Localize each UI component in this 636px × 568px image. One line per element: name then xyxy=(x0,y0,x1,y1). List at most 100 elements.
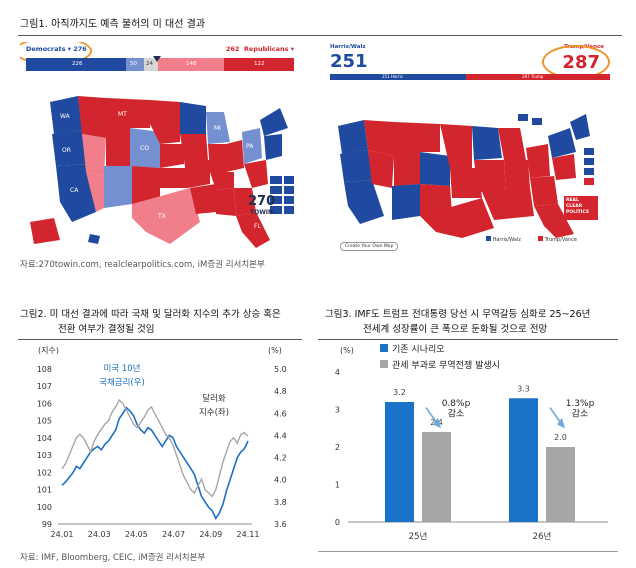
bar-dem xyxy=(26,58,126,71)
bar xyxy=(422,432,451,522)
center-marker-icon xyxy=(153,56,161,62)
figure3-title-rule xyxy=(318,339,618,340)
series-label-dollar-line2: 지수(좌) xyxy=(199,408,229,418)
bar-seg-3: 24 xyxy=(146,61,153,67)
right-tick-label: 3.8 xyxy=(274,498,287,507)
figure3-title-line2: 전세계 성장률이 큰 폭으로 둔화될 것으로 전망 xyxy=(363,324,548,335)
series-label-treasury-line2: 국채금리(우) xyxy=(99,377,145,388)
state-shape xyxy=(236,212,270,248)
decline-arrow-head xyxy=(557,417,565,429)
left-tick-label: 102 xyxy=(37,468,52,477)
state-shape xyxy=(106,98,150,128)
legend-swatch xyxy=(380,344,388,352)
brand-270: 270 xyxy=(248,194,276,209)
legend-trump: Trump/Vance xyxy=(538,236,577,243)
y-tick-label: 0 xyxy=(335,518,340,527)
state-label: CA xyxy=(70,187,79,194)
state-shape xyxy=(440,124,472,168)
left-tick-label: 104 xyxy=(37,434,52,443)
state-shape xyxy=(420,198,494,238)
figure3-bottom-rule xyxy=(318,551,618,552)
right-tick-label: 5.0 xyxy=(274,365,287,374)
rcp-brand: REAL CLEAR POLITICS xyxy=(566,198,590,215)
small-state-boxes xyxy=(518,114,594,185)
y-tick-label: 3 xyxy=(335,406,340,415)
state-shape xyxy=(504,160,530,192)
rep-total: 262 xyxy=(225,45,240,53)
rep-label: 262 Republicans ▾ xyxy=(225,45,294,53)
left-tick-label: 99 xyxy=(42,520,52,529)
state-label: TX xyxy=(157,213,166,220)
figure3-title-line1: 그림3. IMF도 트럼프 전대통령 당선 시 무역갈등 심화로 25~26년 xyxy=(325,309,591,320)
state-shape xyxy=(50,96,82,134)
state-shape xyxy=(104,166,132,208)
state-label: OR xyxy=(62,147,71,154)
bar xyxy=(385,402,414,522)
state-shape xyxy=(530,176,558,206)
state-shape xyxy=(420,152,450,186)
decline-annotation-line1: 0.8%p xyxy=(442,399,471,409)
map-270towin: Democrats ▾ 276 262 Republicans ▾ 226 50… xyxy=(20,42,300,252)
figure2-title-line2: 전환 여부가 결정될 것임 xyxy=(58,324,155,335)
series-label-dollar-line1: 달러화 xyxy=(202,393,226,404)
create-map-button[interactable]: Create Your Own Map xyxy=(340,242,399,251)
bar-seg-5: 122 xyxy=(254,61,265,67)
y-tick-label: 4 xyxy=(335,368,340,377)
state-shape xyxy=(210,172,234,190)
y-tick-label: 2 xyxy=(335,443,340,452)
state-shape xyxy=(526,144,550,178)
bar-seg-1: 226 xyxy=(72,61,83,67)
state-label: CO xyxy=(140,145,149,152)
x-tick-label: 24.07 xyxy=(162,530,185,539)
map-realclearpolitics: Harris/Walz 251 Trump/Vance 287 251 Harr… xyxy=(322,42,618,252)
figure2-title-line1: 그림2. 미 대선 결과에 따라 국채 및 달러화 지수의 추가 상승 혹은 xyxy=(20,309,281,320)
x-tick-label: 24.01 xyxy=(51,530,74,539)
right-tick-label: 4.8 xyxy=(274,387,287,396)
right-tick-label: 4.4 xyxy=(274,431,287,440)
state-shape xyxy=(184,160,210,188)
state-shape xyxy=(534,204,574,238)
state-shape xyxy=(394,152,420,186)
state-shape xyxy=(394,122,440,152)
harris-total: 251 xyxy=(330,51,368,72)
left-tick-label: 108 xyxy=(37,365,52,374)
decline-annotation-line2: 감소 xyxy=(448,407,465,419)
bar-value-label: 3.3 xyxy=(517,384,530,393)
brand-270-sub: TOWIN xyxy=(250,209,274,216)
state-shape xyxy=(234,188,256,216)
figure1-title: 그림1. 아직까지도 예측 불허의 미 대선 결과 xyxy=(20,19,206,30)
state-shape xyxy=(344,180,384,224)
x-tick-label: 24.03 xyxy=(88,530,111,539)
state-shape xyxy=(82,134,106,176)
state-shape xyxy=(132,188,200,244)
state-shape xyxy=(570,114,590,140)
state-shape xyxy=(482,188,534,220)
left-tick-label: 105 xyxy=(37,417,52,426)
left-tick-label: 100 xyxy=(37,503,52,512)
left-tick-label: 103 xyxy=(37,451,52,460)
state-shape xyxy=(88,234,100,244)
series-line-dollar-index xyxy=(61,398,249,498)
bar xyxy=(509,398,538,522)
rcp-logo-box xyxy=(564,196,598,220)
state-shape xyxy=(264,134,282,160)
left-tick-label: 107 xyxy=(37,382,52,391)
state-shape xyxy=(338,120,368,154)
bar-value-label: 3.2 xyxy=(393,388,406,397)
bar xyxy=(546,447,575,522)
legend-label: 기존 시나리오 xyxy=(392,344,445,355)
state-shape xyxy=(226,140,244,172)
state-shape xyxy=(160,168,188,188)
state-shape xyxy=(56,164,96,222)
rcp-bar-rep xyxy=(466,74,610,80)
left-axis-unit: (지수) xyxy=(38,346,59,355)
figure1-source: 자료:270towin.com, realclearpolitics.com, … xyxy=(20,260,265,270)
bar-rep xyxy=(224,58,294,71)
figure2-source: 자료: IMF, Bloomberg, CEIC, iM증권 리서치본부 xyxy=(20,553,206,563)
state-shape xyxy=(242,128,262,164)
state-shape xyxy=(150,124,180,144)
state-shape xyxy=(206,112,230,144)
state-shape xyxy=(78,96,106,138)
state-label: MT xyxy=(118,111,127,118)
